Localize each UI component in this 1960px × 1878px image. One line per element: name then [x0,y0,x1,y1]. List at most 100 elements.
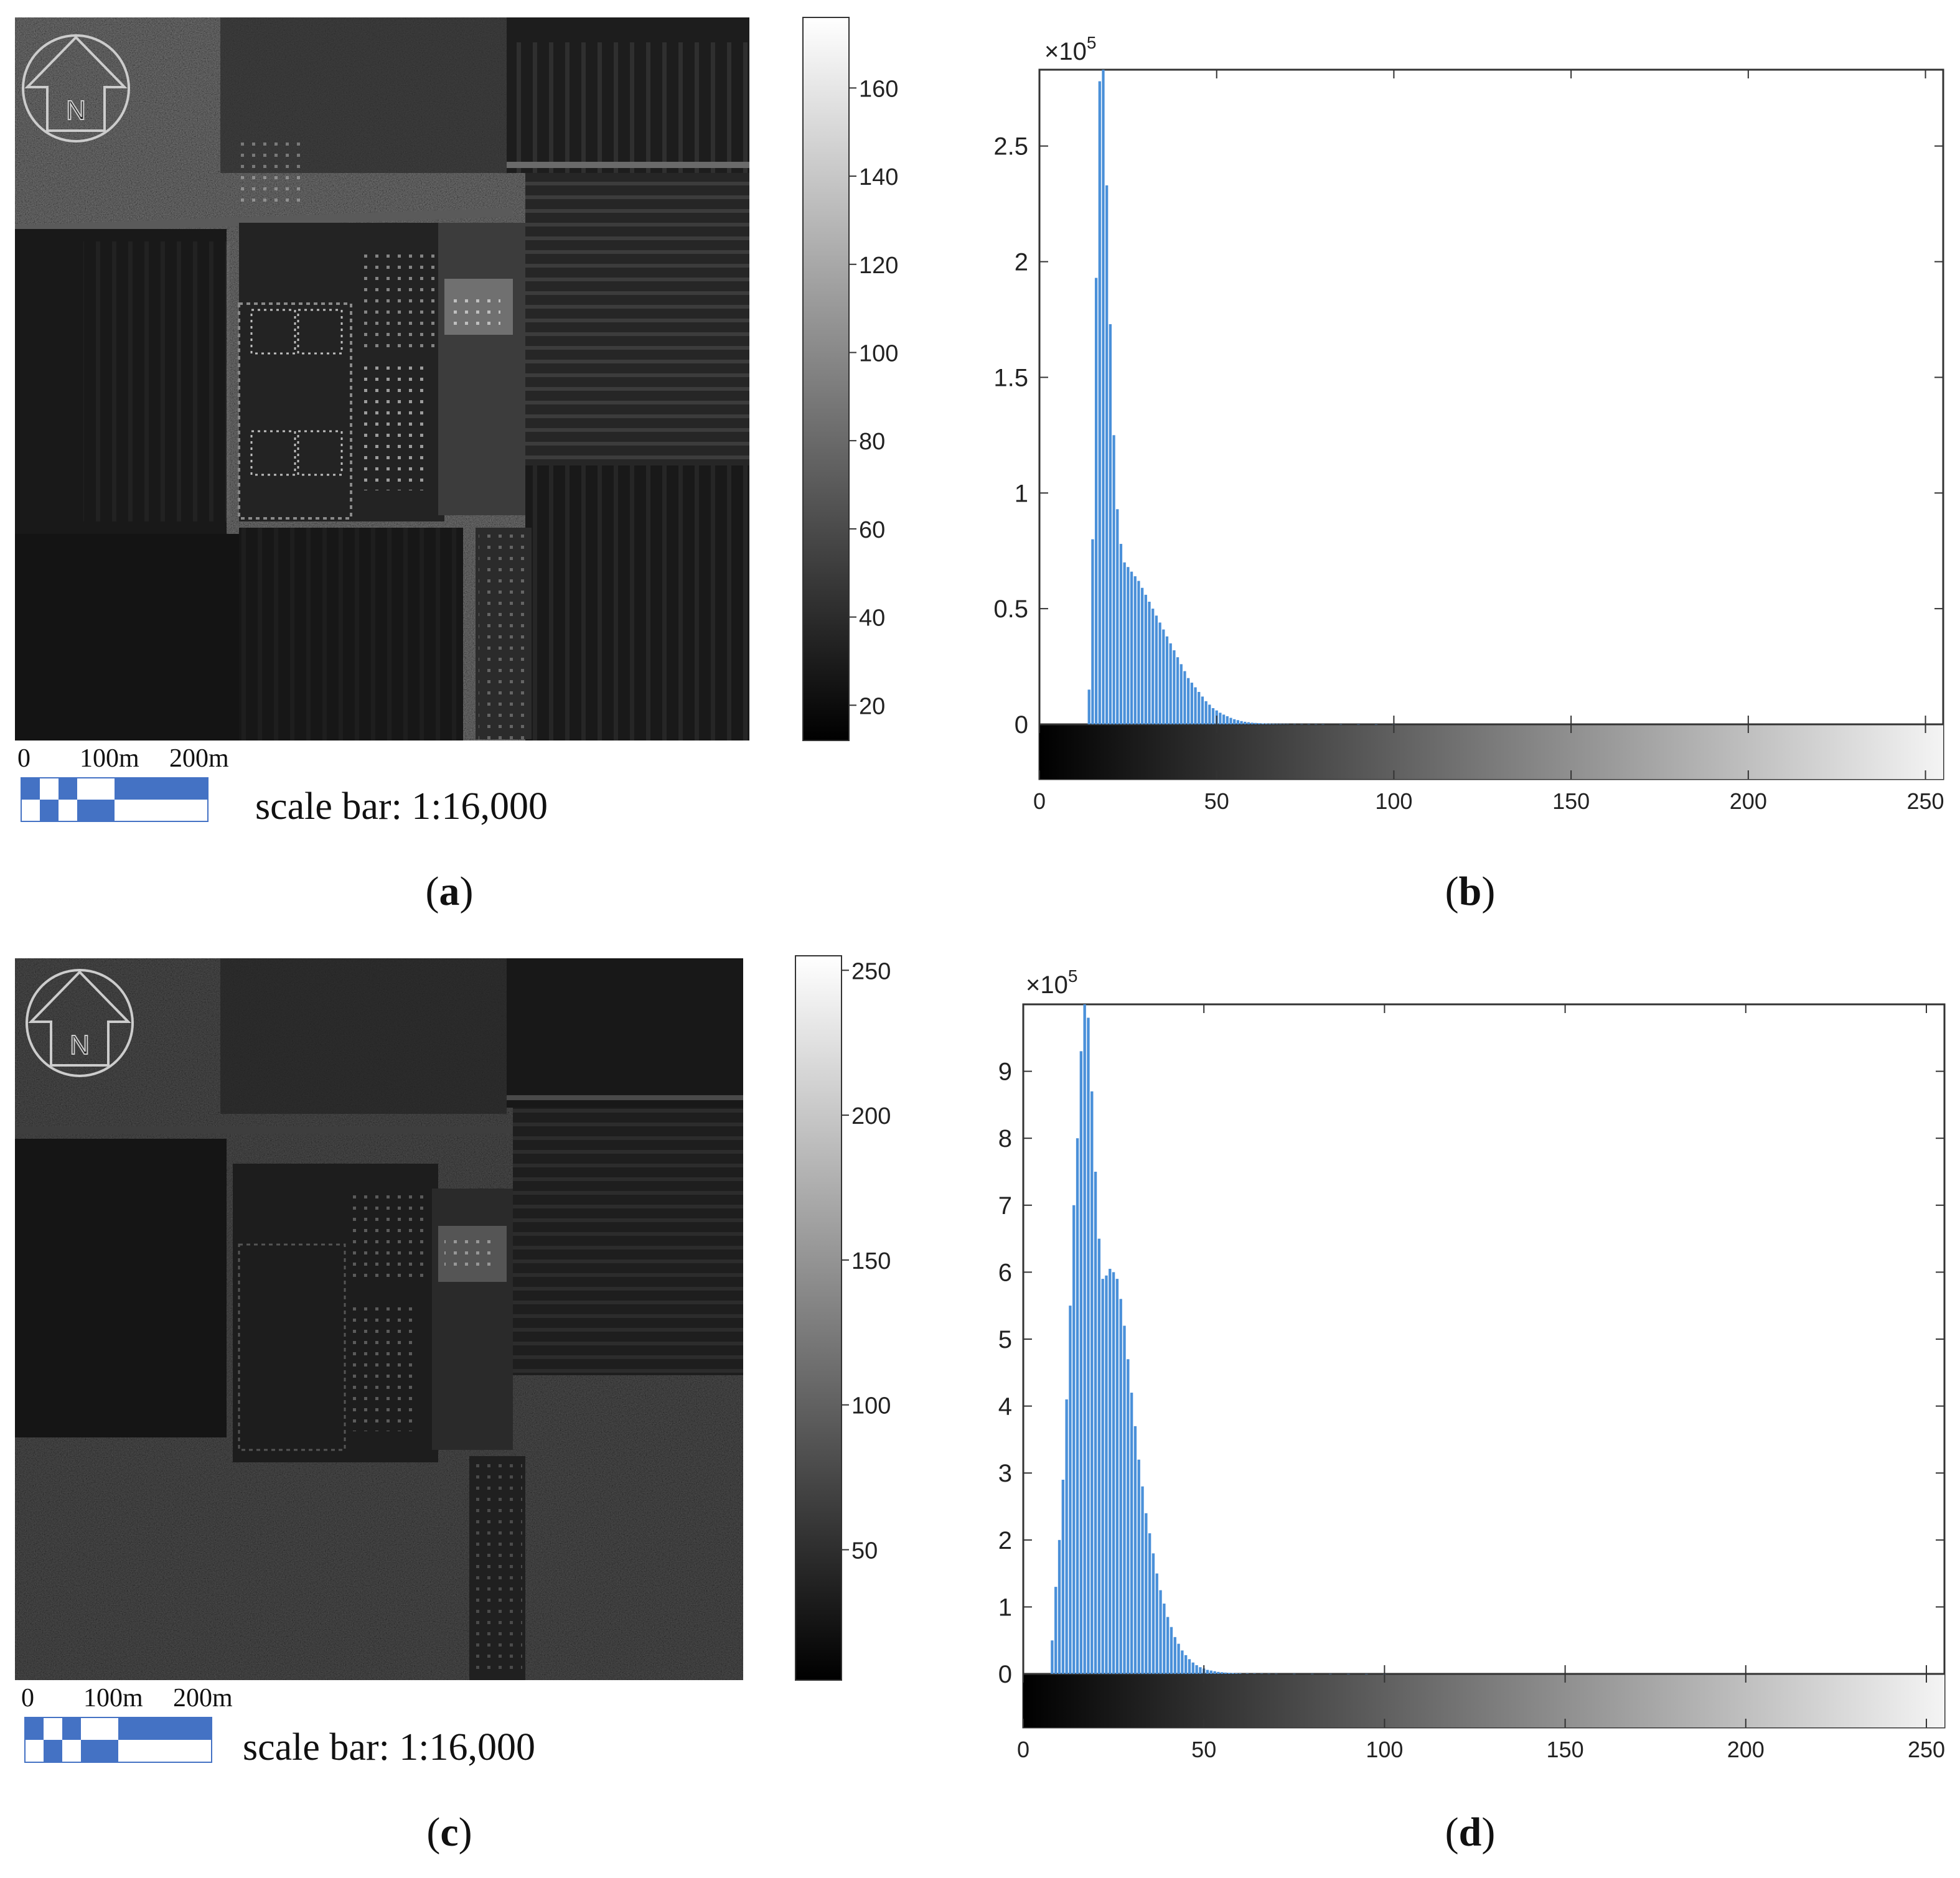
x-tick-label: 50 [1204,788,1229,814]
histogram-bar [1079,1051,1083,1674]
histogram-bar [1123,562,1126,724]
histogram-bar [1144,594,1147,724]
histogram-bar [1253,1673,1256,1674]
histogram-bar [1158,622,1161,724]
histogram-bar [1083,1004,1086,1674]
scale-caption: scale bar: 1:16,000 [255,785,548,828]
histogram-bar [1151,1553,1155,1674]
histogram-bar [1091,539,1094,724]
colorbar-tick-label: 40 [859,605,885,632]
histogram-bar [1260,1673,1264,1675]
y-ticks: 0 0.5 1 1.5 2 2.5 [993,133,1943,739]
scale-bar-blocks [24,1717,212,1763]
histogram-bar [1061,1479,1065,1674]
y-tick-label: 1 [1015,480,1028,507]
histogram-bar [1244,721,1247,724]
histogram-bar [1094,278,1098,724]
histogram-bar [1133,576,1137,724]
y-tick-label: 1 [998,1594,1012,1621]
panel-label-c: (c) [426,1810,472,1855]
histogram-bar [1257,723,1261,724]
histogram-bar [1293,1673,1296,1675]
y-tick-label: 4 [998,1393,1012,1421]
north-arrow-icon: N [22,34,130,142]
x-tick-label: 0 [1017,1737,1029,1762]
histogram-bar [1227,1673,1231,1674]
grayscale-strip [1039,724,1943,779]
histogram-bar [1267,1673,1270,1675]
histogram-bar [1057,1539,1061,1674]
scale-tick-label: 200m [169,744,229,773]
histogram-bar [1130,1393,1133,1674]
x-tick-label: 100 [1375,788,1412,814]
histogram-bar [1069,1306,1072,1674]
histogram-bar [1209,1670,1212,1674]
histogram-bar [1112,435,1115,724]
histogram-d: 0 1 2 3 4 5 6 7 8 9 0 50 100 150 200 250 ×105 (d) [998,966,1946,1855]
x-tick-label: 200 [1730,788,1767,814]
histogram-bar [1115,1279,1119,1674]
histogram-bar [1195,1665,1198,1674]
scale-bar-c: 0 100m 200m scale bar: 1:16,000 [21,1684,535,1768]
north-letter: N [70,1030,90,1060]
histogram-bar [1321,724,1325,725]
histogram-bar [1206,1670,1209,1674]
histogram-bar [1229,717,1232,724]
histogram-bar [1173,650,1176,724]
histogram-bar [1187,678,1190,724]
y-tick-label: 2 [1015,249,1028,276]
colorbar-tick-label: 20 [859,693,885,719]
scale-caption: scale bar: 1:16,000 [243,1726,535,1768]
histogram-bar [1226,716,1229,724]
x-tick-label: 0 [1033,788,1046,814]
y-tick-label: 6 [998,1259,1012,1286]
y-tick-label: 0 [998,1661,1012,1688]
north-letter: N [66,95,86,126]
histogram-bar [1169,643,1172,724]
x-ticks: 0 50 100 150 200 250 [1017,1004,1945,1762]
colorbar-tick-label: 140 [859,164,898,190]
histogram-bar [1097,1238,1101,1674]
y-tick-label: 5 [998,1326,1012,1353]
y-tick-label: 1.5 [993,364,1028,391]
histogram-bar [1123,1325,1126,1674]
histogram-bar [1065,1399,1068,1674]
colorbar-tick-label: 50 [851,1538,878,1564]
histogram-b: 0 0.5 1 1.5 2 2.5 0 50 100 150 200 250 ×105 (b) [993,33,1944,914]
colorbar-tick-label: 200 [851,1103,891,1129]
histogram-bar [1357,724,1360,725]
colorbar-c: 250 200 150 100 50 [795,955,891,1681]
histogram-bar [1240,721,1243,724]
histogram-bar [1087,1017,1090,1674]
histogram-bar [1191,1662,1194,1674]
colorbar-tick-label: 160 [859,76,898,102]
sar-image-panel-a: N 160 140 120 100 80 60 40 20 0 100m 200m scale… [15,17,898,914]
colorbar-tick-label: 100 [851,1393,891,1419]
histogram-bar [1184,1655,1188,1674]
histogram-bar [1198,691,1201,724]
histogram-bar [1183,671,1186,724]
histogram-bar [1162,629,1165,724]
histogram-bar [1170,1627,1173,1674]
y-tick-label: 3 [998,1460,1012,1487]
x-tick-label: 200 [1727,1737,1765,1762]
histogram-bar [1173,1637,1176,1674]
x-ticks: 0 50 100 150 200 250 [1033,70,1944,814]
histogram-bar [1087,689,1090,724]
north-arrow-icon: N [26,969,134,1077]
histogram-bar [1127,567,1130,724]
panel-label-d: (d) [1445,1810,1496,1855]
y-tick-label: 0.5 [993,596,1028,623]
colorbar-ticks: 250 200 150 100 50 [842,958,891,1564]
histogram-bar [1201,696,1204,724]
histogram-bar [1204,701,1207,724]
histogram-bars [1051,1004,1386,1675]
histogram-bar [1109,324,1112,724]
histogram-bar [1221,1672,1224,1674]
histogram-bar [1219,712,1222,724]
histogram-bar [1163,1604,1166,1674]
x-tick-label: 250 [1908,1737,1945,1762]
colorbar-ticks: 160 140 120 100 80 60 40 20 [849,76,898,719]
y-tick-label: 8 [998,1125,1012,1152]
histogram-bar [1119,544,1123,724]
